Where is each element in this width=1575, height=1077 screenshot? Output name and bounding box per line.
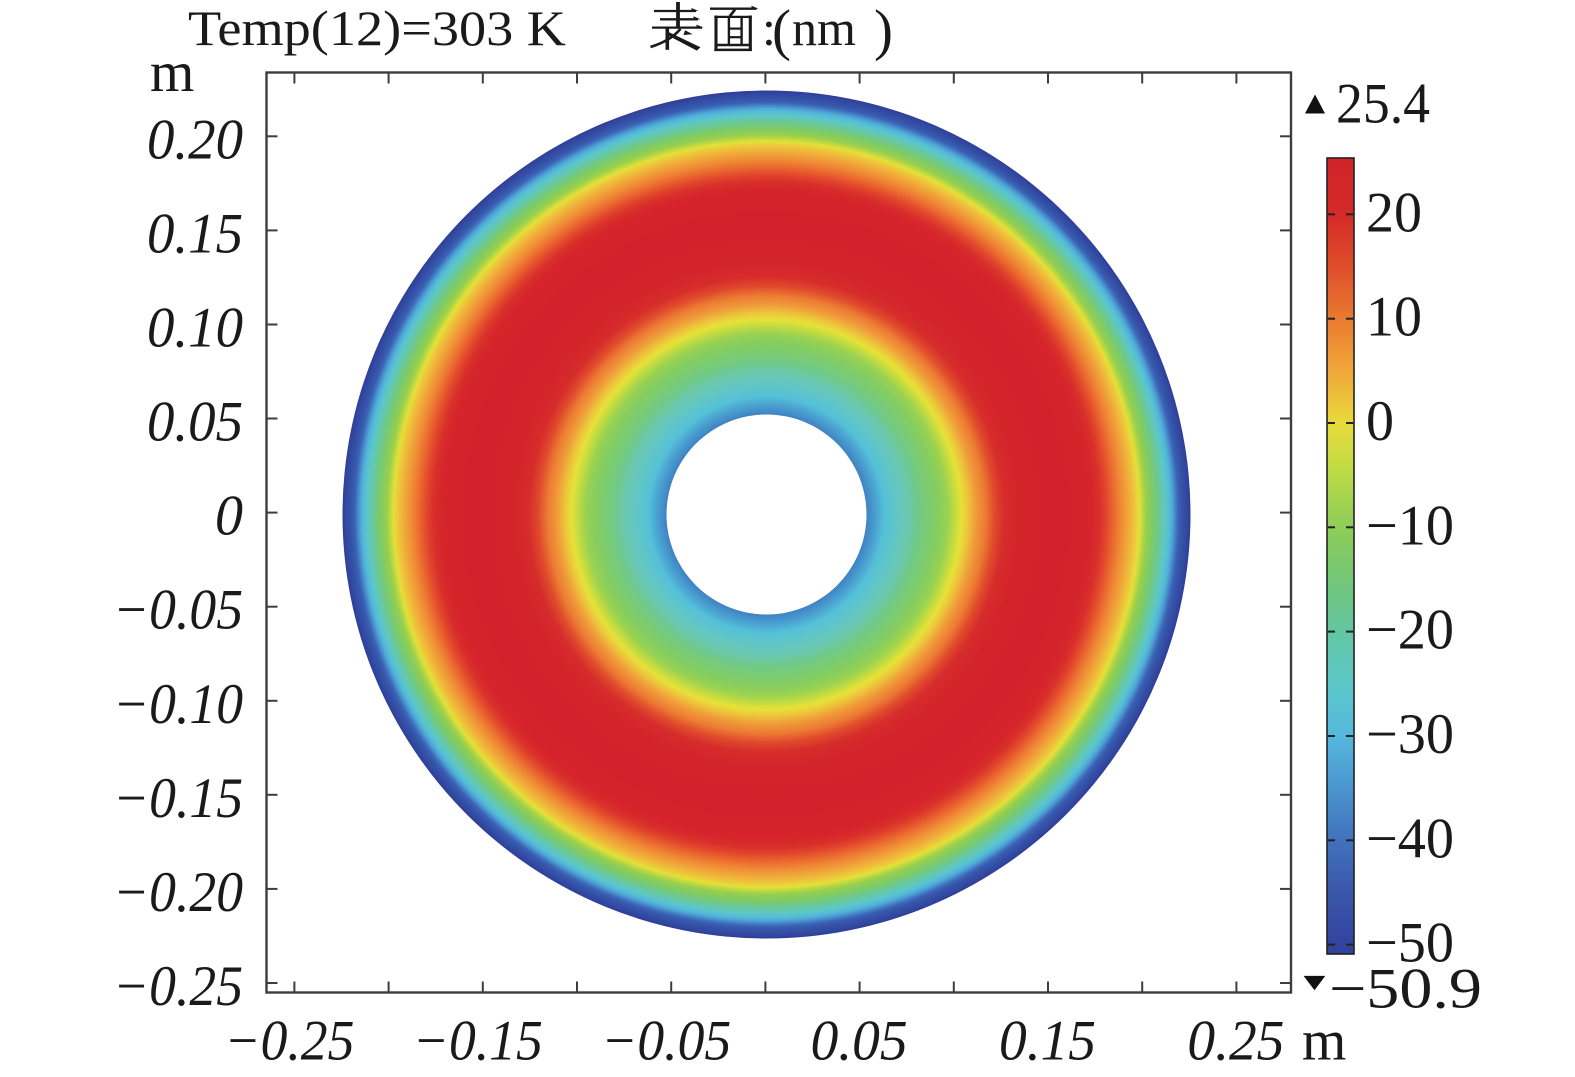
svg-text:(: ( (772, 0, 791, 62)
svg-text:−40: −40 (1366, 807, 1454, 870)
svg-text:0: 0 (1366, 390, 1394, 453)
svg-text:Temp(12)=303 K: Temp(12)=303 K (188, 0, 566, 56)
svg-text:m: m (150, 41, 194, 104)
svg-text:−0.10: −0.10 (113, 673, 243, 736)
svg-text:−0.25: −0.25 (113, 955, 243, 1018)
svg-text:0.10: 0.10 (147, 297, 243, 360)
svg-text:−30: −30 (1366, 703, 1454, 766)
svg-text:nm: nm (792, 0, 856, 56)
svg-text:): ) (874, 0, 893, 62)
svg-text:20: 20 (1366, 181, 1422, 244)
svg-text:0.15: 0.15 (999, 1010, 1096, 1073)
svg-text:0.05: 0.05 (811, 1010, 908, 1073)
svg-text:−0.25: −0.25 (224, 1010, 354, 1073)
svg-text:−0.05: −0.05 (113, 579, 243, 642)
svg-text:−50: −50 (1366, 912, 1454, 975)
svg-text:0.25: 0.25 (1187, 1010, 1284, 1073)
svg-text:0: 0 (215, 485, 243, 548)
svg-text:−0.15: −0.15 (413, 1010, 543, 1073)
svg-text:−10: −10 (1366, 494, 1454, 557)
svg-text:0.05: 0.05 (147, 391, 243, 454)
svg-text:25.4: 25.4 (1336, 73, 1430, 136)
svg-text::: : (762, 0, 776, 56)
svg-text:0.15: 0.15 (147, 202, 243, 265)
svg-text:0.20: 0.20 (147, 108, 243, 171)
svg-text:−0.20: −0.20 (113, 861, 243, 924)
svg-text:−0.15: −0.15 (113, 767, 243, 830)
svg-text:10: 10 (1366, 286, 1422, 349)
svg-text:m: m (1302, 1010, 1346, 1073)
svg-text:−50.9: −50.9 (1329, 958, 1482, 1021)
svg-text:−0.05: −0.05 (601, 1010, 731, 1073)
svg-text:−20: −20 (1366, 599, 1454, 662)
